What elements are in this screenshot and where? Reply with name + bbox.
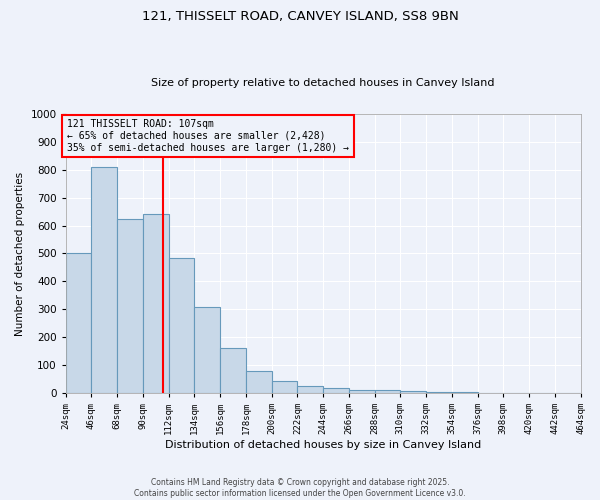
- Bar: [452, 392, 478, 393]
- Bar: [246, 371, 272, 393]
- Bar: [66, 254, 91, 393]
- Bar: [220, 348, 246, 393]
- Bar: [374, 390, 400, 393]
- Bar: [478, 392, 503, 393]
- Bar: [349, 390, 374, 393]
- Bar: [426, 392, 452, 393]
- Bar: [194, 306, 220, 393]
- Text: Contains HM Land Registry data © Crown copyright and database right 2025.
Contai: Contains HM Land Registry data © Crown c…: [134, 478, 466, 498]
- Bar: [169, 258, 194, 393]
- Bar: [298, 386, 323, 393]
- Y-axis label: Number of detached properties: Number of detached properties: [15, 172, 25, 336]
- Bar: [143, 214, 169, 393]
- Title: Size of property relative to detached houses in Canvey Island: Size of property relative to detached ho…: [151, 78, 495, 88]
- Text: 121 THISSELT ROAD: 107sqm
← 65% of detached houses are smaller (2,428)
35% of se: 121 THISSELT ROAD: 107sqm ← 65% of detac…: [67, 120, 349, 152]
- Text: 121, THISSELT ROAD, CANVEY ISLAND, SS8 9BN: 121, THISSELT ROAD, CANVEY ISLAND, SS8 9…: [142, 10, 458, 23]
- Bar: [323, 388, 349, 393]
- Bar: [117, 218, 143, 393]
- Bar: [400, 391, 426, 393]
- Bar: [272, 380, 298, 393]
- X-axis label: Distribution of detached houses by size in Canvey Island: Distribution of detached houses by size …: [165, 440, 481, 450]
- Bar: [91, 167, 117, 393]
